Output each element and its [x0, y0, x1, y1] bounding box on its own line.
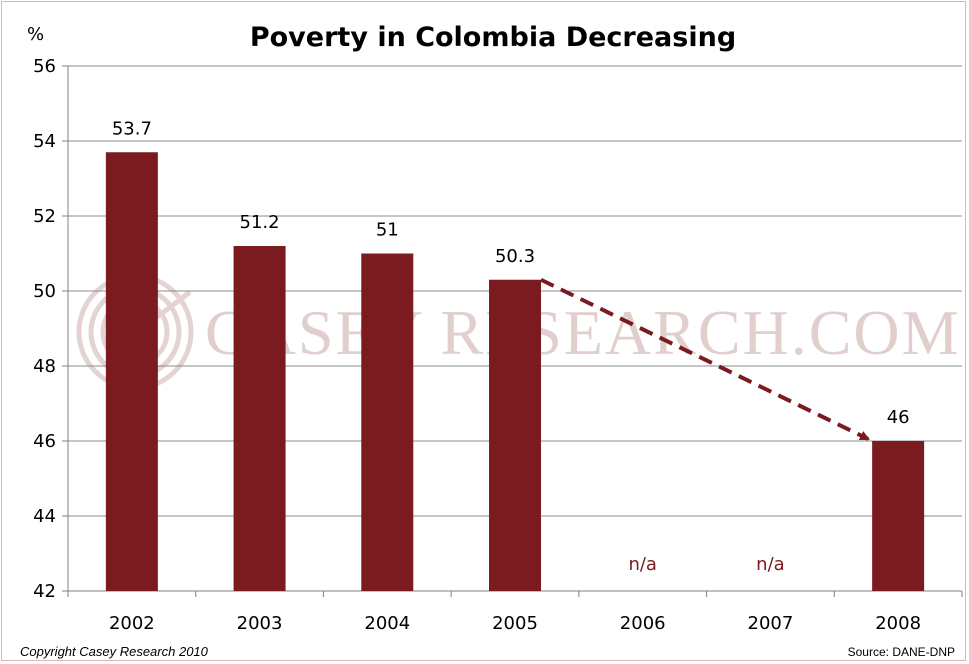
x-tick-label: 2003 [237, 613, 283, 634]
copyright-text: Copyright Casey Research 2010 [20, 644, 209, 659]
x-tick-label: 2005 [492, 613, 538, 634]
x-axis-ticks: 2002 2003 2004 2005 2006 2007 2008 [67, 591, 963, 634]
y-axis-ticks: 42 44 46 48 50 52 54 56 [33, 56, 68, 602]
x-tick-label: 2007 [748, 613, 794, 634]
bar [489, 279, 541, 591]
data-label: 46 [887, 407, 910, 428]
source-text: Source: DANE-DNP [848, 645, 955, 659]
watermark-text: CASEY RESEARCH.COM [205, 297, 961, 368]
x-tick-label: 2002 [109, 613, 155, 634]
bar [105, 152, 158, 591]
y-tick-label: 54 [33, 131, 56, 152]
data-label: 51.2 [240, 212, 280, 233]
data-label: 50.3 [495, 246, 535, 267]
chart-title: Poverty in Colombia Decreasing [250, 22, 736, 53]
y-tick-label: 56 [33, 56, 56, 77]
y-tick-label: 44 [33, 506, 56, 527]
y-tick-label: 48 [33, 356, 56, 377]
data-label-na: n/a [756, 554, 785, 575]
y-axis-unit: % [27, 24, 44, 45]
x-tick-label: 2008 [875, 613, 921, 634]
y-tick-label: 42 [33, 581, 56, 602]
data-label: 51 [376, 220, 399, 241]
x-tick-label: 2006 [620, 613, 666, 634]
y-tick-label: 50 [33, 281, 56, 302]
bar [233, 246, 286, 591]
y-tick-label: 52 [33, 206, 56, 227]
trend-arrow [540, 277, 870, 441]
bar [872, 441, 925, 591]
y-tick-label: 46 [33, 431, 56, 452]
x-tick-label: 2004 [364, 613, 410, 634]
data-labels: 53.7 51.2 51 50.3 n/a n/a 46 [112, 118, 910, 575]
data-label-na: n/a [628, 554, 657, 575]
bar [361, 253, 414, 591]
bars [105, 152, 925, 591]
data-label: 53.7 [112, 118, 152, 139]
